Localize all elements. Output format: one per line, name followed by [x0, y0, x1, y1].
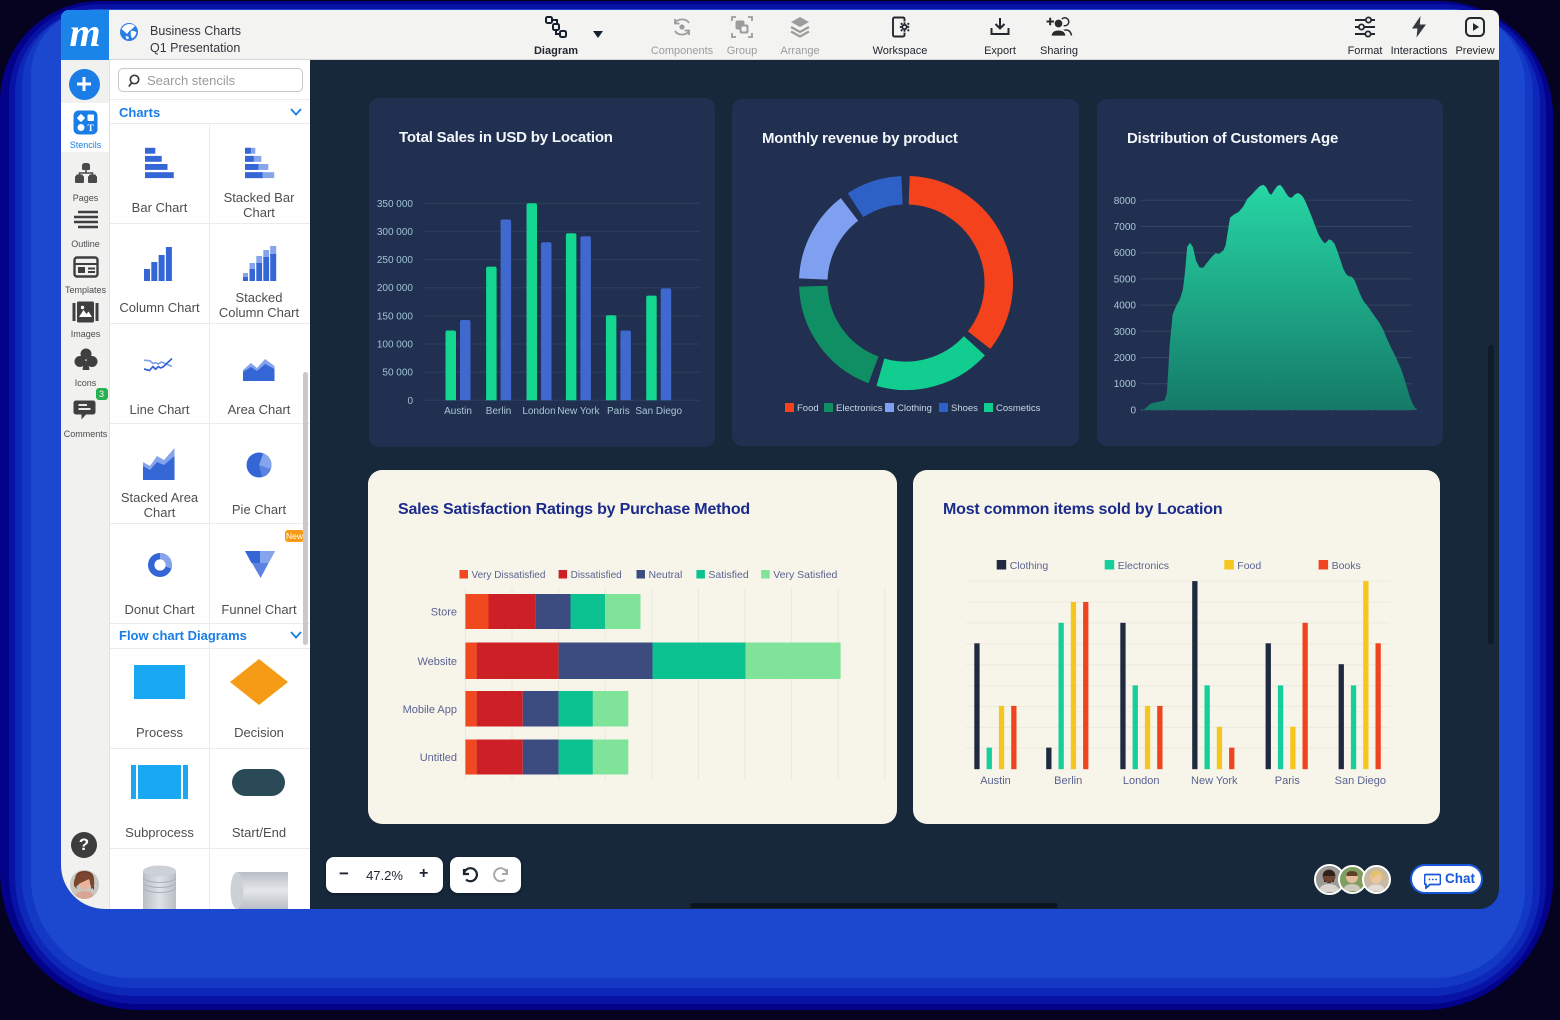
svg-text:200 000: 200 000 — [377, 283, 414, 294]
svg-text:Store: Store — [431, 607, 457, 619]
svg-text:350 000: 350 000 — [377, 199, 414, 210]
svg-text:Berlin: Berlin — [486, 406, 512, 417]
svg-text:250 000: 250 000 — [377, 255, 414, 266]
svg-text:5000: 5000 — [1114, 274, 1137, 285]
svg-text:Austin: Austin — [980, 775, 1011, 787]
svg-text:San Diego: San Diego — [635, 406, 682, 417]
svg-text:Books: Books — [1332, 560, 1361, 572]
svg-text:4000: 4000 — [1114, 301, 1137, 312]
svg-text:New York: New York — [557, 406, 600, 417]
svg-text:Paris: Paris — [607, 406, 630, 417]
svg-text:Website: Website — [417, 656, 457, 668]
svg-text:100 000: 100 000 — [377, 340, 414, 351]
svg-text:Food: Food — [797, 403, 819, 414]
svg-text:Austin: Austin — [444, 406, 472, 417]
svg-text:London: London — [522, 406, 555, 417]
svg-text:San Diego: San Diego — [1335, 775, 1386, 787]
svg-text:Clothing: Clothing — [1010, 560, 1049, 572]
svg-text:3000: 3000 — [1114, 327, 1137, 338]
svg-text:50 000: 50 000 — [382, 368, 413, 379]
svg-text:0: 0 — [407, 396, 413, 407]
svg-text:Cosmetics: Cosmetics — [996, 403, 1041, 414]
svg-text:1000: 1000 — [1114, 379, 1137, 390]
svg-text:Shoes: Shoes — [951, 403, 978, 414]
svg-text:8000: 8000 — [1114, 196, 1137, 207]
svg-text:T: T — [88, 124, 95, 134]
svg-text:Food: Food — [1237, 560, 1261, 572]
svg-text:150 000: 150 000 — [377, 311, 414, 322]
svg-text:Paris: Paris — [1275, 775, 1301, 787]
svg-text:Very Satisfied: Very Satisfied — [773, 569, 837, 581]
svg-text:Clothing: Clothing — [897, 403, 932, 414]
svg-text:Untitled: Untitled — [420, 752, 457, 764]
svg-text:London: London — [1123, 775, 1160, 787]
svg-text:7000: 7000 — [1114, 222, 1137, 233]
svg-text:Neutral: Neutral — [649, 569, 683, 581]
svg-text:Very Dissatisfied: Very Dissatisfied — [472, 570, 546, 581]
svg-text:Electronics: Electronics — [836, 403, 883, 414]
svg-text:Satisfied: Satisfied — [708, 569, 748, 581]
svg-text:2000: 2000 — [1114, 353, 1137, 364]
svg-text:New York: New York — [1191, 775, 1238, 787]
svg-text:0: 0 — [1130, 405, 1136, 416]
svg-text:Berlin: Berlin — [1054, 775, 1082, 787]
svg-text:Electronics: Electronics — [1118, 560, 1169, 572]
svg-text:Dissatisfied: Dissatisfied — [571, 570, 622, 581]
svg-text:6000: 6000 — [1114, 248, 1137, 259]
svg-text:Mobile App: Mobile App — [403, 704, 457, 716]
svg-text:300 000: 300 000 — [377, 227, 414, 238]
